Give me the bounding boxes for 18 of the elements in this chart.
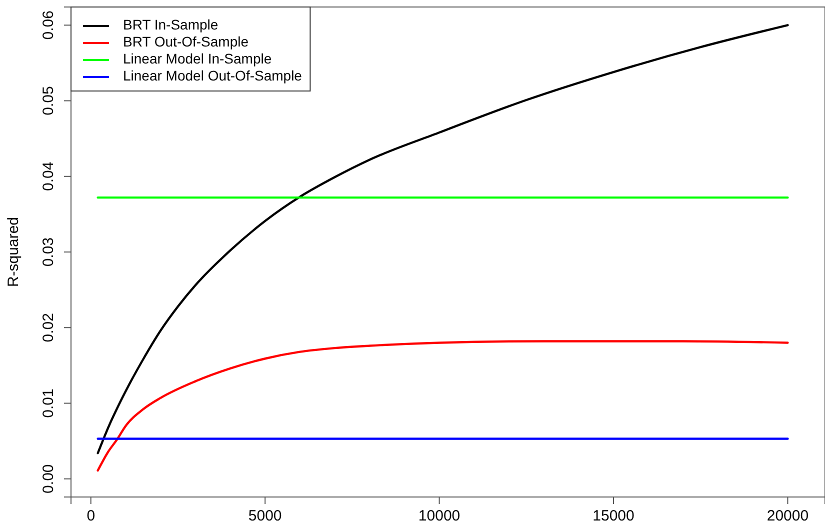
x-tick-label: 10000 bbox=[418, 508, 460, 525]
y-axis-title: R-squared bbox=[5, 216, 22, 288]
x-tick-label: 0 bbox=[86, 508, 96, 525]
y-tick-label: 0.00 bbox=[40, 464, 57, 494]
y-tick-label: 0.05 bbox=[40, 86, 57, 116]
y-tick-label: 0.01 bbox=[40, 388, 57, 418]
y-tick-label: 0.03 bbox=[40, 237, 57, 267]
legend-label: BRT Out-Of-Sample bbox=[123, 34, 249, 50]
y-tick-label: 0.06 bbox=[40, 10, 57, 40]
x-tick-label: 20000 bbox=[766, 508, 809, 525]
line-series bbox=[96, 340, 789, 472]
legend-label: Linear Model In-Sample bbox=[123, 50, 272, 67]
legend-label: Linear Model Out-Of-Sample bbox=[123, 68, 302, 84]
legend-label: BRT In-Sample bbox=[123, 16, 218, 33]
y-tick-label: 0.04 bbox=[40, 162, 57, 191]
x-tick-label: 5000 bbox=[248, 508, 282, 525]
x-tick-label: 15000 bbox=[592, 508, 634, 525]
y-tick-label: 0.02 bbox=[40, 313, 57, 342]
